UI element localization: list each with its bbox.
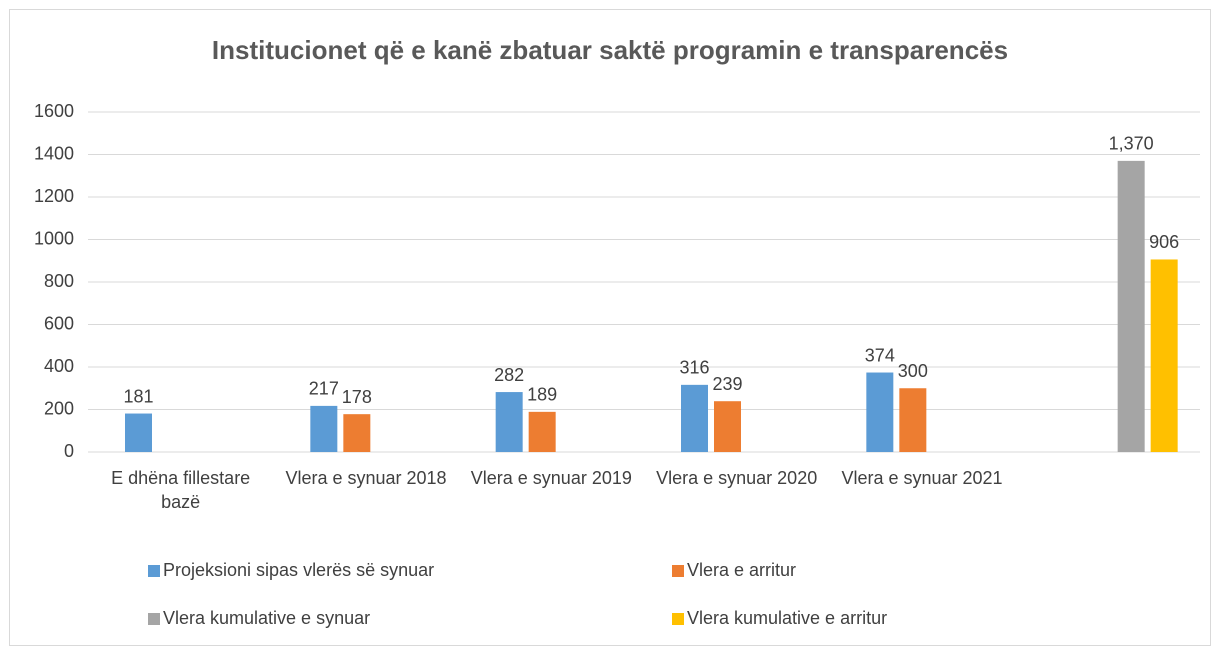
data-label: 239 bbox=[712, 374, 742, 394]
legend-label: Projeksioni sipas vlerës së synuar bbox=[163, 560, 434, 580]
chart-title: Institucionet që e kanë zbatuar saktë pr… bbox=[212, 35, 1008, 65]
legend-label: Vlera kumulative e synuar bbox=[163, 608, 370, 628]
bar bbox=[899, 388, 927, 452]
legend-swatch bbox=[672, 565, 684, 577]
x-tick-label: Vlera e synuar 2019 bbox=[470, 468, 632, 488]
y-tick-label: 600 bbox=[44, 313, 74, 333]
y-tick-label: 1200 bbox=[34, 186, 74, 206]
y-tick-label: 1600 bbox=[34, 101, 74, 121]
data-label: 906 bbox=[1149, 232, 1179, 252]
legend-swatch bbox=[148, 565, 160, 577]
bar bbox=[528, 411, 556, 452]
data-label: 316 bbox=[679, 358, 709, 378]
data-label: 178 bbox=[342, 387, 372, 407]
data-label: 1,370 bbox=[1109, 134, 1154, 154]
data-label: 374 bbox=[865, 345, 895, 365]
bar bbox=[495, 392, 523, 452]
x-tick-label: E dhëna fillestare bazë bbox=[111, 468, 251, 512]
x-tick-label: Vlera e synuar 2018 bbox=[285, 468, 447, 488]
y-tick-label: 1400 bbox=[34, 143, 74, 163]
bar bbox=[1117, 160, 1145, 452]
y-tick-label: 1000 bbox=[34, 228, 74, 248]
legend-label: Vlera kumulative e arritur bbox=[687, 608, 887, 628]
legend-label: Vlera e arritur bbox=[687, 560, 796, 580]
y-tick-label: 0 bbox=[64, 441, 74, 461]
bar bbox=[310, 405, 338, 452]
x-tick-label: Vlera e synuar 2020 bbox=[656, 468, 818, 488]
chart-border bbox=[9, 9, 1211, 646]
data-label: 189 bbox=[527, 385, 557, 405]
data-label: 282 bbox=[494, 365, 524, 385]
bar bbox=[343, 414, 371, 452]
legend-swatch bbox=[148, 613, 160, 625]
legend-swatch bbox=[672, 613, 684, 625]
bar bbox=[714, 401, 741, 452]
y-tick-label: 800 bbox=[44, 271, 74, 291]
bar bbox=[1150, 259, 1178, 452]
data-label: 300 bbox=[898, 361, 928, 381]
bar bbox=[125, 413, 152, 452]
y-tick-label: 400 bbox=[44, 356, 74, 376]
bar bbox=[866, 372, 894, 452]
x-tick-label: Vlera e synuar 2021 bbox=[841, 468, 1003, 488]
bar bbox=[681, 384, 708, 452]
y-tick-label: 200 bbox=[44, 398, 74, 418]
data-label: 181 bbox=[123, 386, 153, 406]
data-label: 217 bbox=[309, 379, 339, 399]
